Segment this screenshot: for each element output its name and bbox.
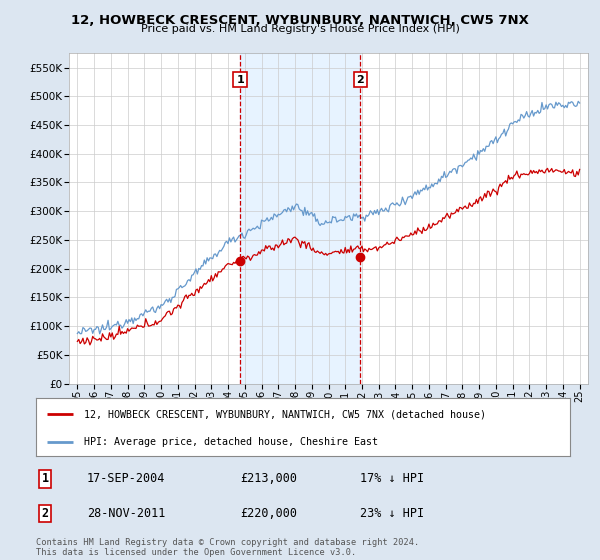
Text: 17-SEP-2004: 17-SEP-2004 bbox=[87, 472, 166, 486]
Text: £213,000: £213,000 bbox=[240, 472, 297, 486]
Text: HPI: Average price, detached house, Cheshire East: HPI: Average price, detached house, Ches… bbox=[84, 437, 378, 447]
Text: 17% ↓ HPI: 17% ↓ HPI bbox=[360, 472, 424, 486]
Text: 28-NOV-2011: 28-NOV-2011 bbox=[87, 507, 166, 520]
Text: 1: 1 bbox=[236, 74, 244, 85]
Text: Contains HM Land Registry data © Crown copyright and database right 2024.
This d: Contains HM Land Registry data © Crown c… bbox=[36, 538, 419, 557]
Text: Price paid vs. HM Land Registry's House Price Index (HPI): Price paid vs. HM Land Registry's House … bbox=[140, 24, 460, 34]
Bar bbox=[240, 53, 361, 384]
Text: 2: 2 bbox=[356, 74, 364, 85]
Text: 23% ↓ HPI: 23% ↓ HPI bbox=[360, 507, 424, 520]
Text: 12, HOWBECK CRESCENT, WYBUNBURY, NANTWICH, CW5 7NX: 12, HOWBECK CRESCENT, WYBUNBURY, NANTWIC… bbox=[71, 14, 529, 27]
Text: 12, HOWBECK CRESCENT, WYBUNBURY, NANTWICH, CW5 7NX (detached house): 12, HOWBECK CRESCENT, WYBUNBURY, NANTWIC… bbox=[84, 409, 486, 419]
Text: 2: 2 bbox=[41, 507, 49, 520]
Text: 1: 1 bbox=[41, 472, 49, 486]
Text: £220,000: £220,000 bbox=[240, 507, 297, 520]
